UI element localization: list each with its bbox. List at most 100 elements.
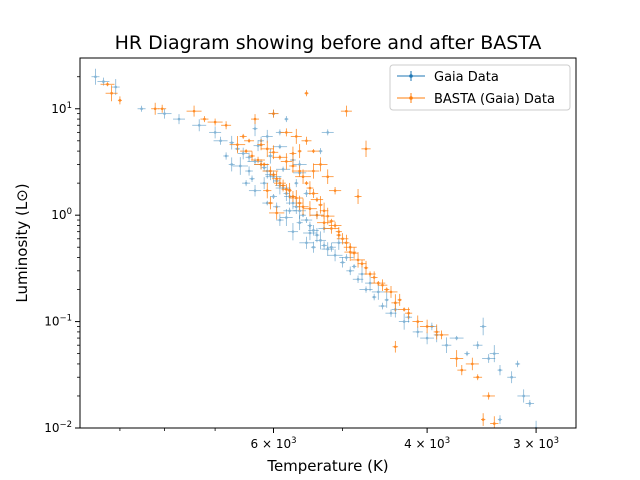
data-point (323, 223, 340, 234)
data-point (294, 179, 299, 188)
data-point (385, 309, 397, 317)
data-point (221, 121, 232, 130)
data-point (361, 140, 371, 158)
data-point (450, 350, 464, 367)
data-point (464, 351, 470, 357)
data-point (91, 68, 100, 85)
data-point (291, 165, 308, 177)
x-tick-label-exponent: 3 (554, 436, 559, 446)
data-point (186, 105, 202, 117)
x-tick-label-base: 10 (276, 437, 291, 451)
data-point (412, 315, 424, 328)
x-tick-label-times: × (258, 437, 276, 451)
data-point (308, 188, 319, 199)
data-point (296, 215, 303, 231)
data-point (262, 166, 279, 176)
x-tick-label-base: 10 (538, 437, 553, 451)
data-point (100, 82, 115, 87)
data-point (326, 242, 336, 252)
data-point (280, 153, 292, 170)
data-point (287, 182, 292, 199)
data-point (295, 169, 311, 184)
x-tick-label-exponent: 3 (445, 436, 450, 446)
data-point (363, 260, 369, 275)
series-gaia (91, 68, 539, 428)
y-tick-label: 101 (51, 101, 72, 116)
data-point (267, 196, 274, 210)
data-point (303, 225, 317, 241)
data-point (290, 128, 302, 144)
series-basta (100, 82, 499, 428)
data-point (213, 136, 228, 145)
data-point (247, 158, 263, 165)
data-point (327, 249, 343, 262)
data-point (352, 275, 364, 283)
y-tick-label-exponent: −1 (59, 314, 72, 324)
y-tick-label: 10−2 (44, 420, 72, 435)
y-tick-label: 10−1 (44, 314, 72, 329)
data-point (351, 252, 365, 268)
data-point (276, 214, 284, 226)
data-point (377, 279, 388, 291)
data-point (192, 119, 207, 132)
data-point (392, 340, 399, 353)
data-point (151, 102, 160, 115)
data-point (480, 413, 486, 426)
data-point (357, 259, 367, 268)
y-tick-label-exponent: 0 (67, 207, 72, 217)
data-point (200, 116, 209, 123)
data-point (371, 280, 386, 286)
legend-label: BASTA (Gaia) Data (434, 92, 555, 107)
data-point (309, 211, 324, 220)
data-point (344, 243, 357, 262)
data-point (371, 284, 385, 300)
data-point (472, 341, 483, 350)
x-tick-label-mantissa: 3 (513, 437, 521, 451)
data-point (490, 416, 499, 428)
data-point (317, 215, 332, 231)
data-point (229, 136, 246, 154)
data-point (370, 271, 378, 284)
y-tick-label-exponent: −2 (59, 420, 72, 430)
data-point (433, 324, 440, 340)
data-point (296, 195, 303, 211)
data-point (267, 148, 274, 164)
data-point (111, 79, 120, 96)
data-point (297, 198, 309, 215)
data-point (270, 172, 277, 178)
data-point (272, 144, 288, 150)
data-point (384, 286, 398, 298)
data-point (489, 345, 499, 363)
data-point (287, 222, 299, 241)
x-axis-label: Temperature (K) (266, 457, 388, 475)
data-point (260, 177, 269, 190)
data-point (251, 114, 260, 125)
x-tick-label: 3 × 103 (513, 436, 559, 451)
data-point (507, 371, 517, 384)
data-point (457, 365, 467, 376)
data-point (209, 126, 222, 139)
data-point (300, 217, 313, 223)
data-point (340, 105, 352, 117)
data-point (273, 178, 286, 189)
data-point (304, 181, 309, 186)
data-point (397, 293, 402, 306)
legend-entry: Gaia Data (397, 70, 499, 85)
data-point (268, 145, 279, 160)
data-point (346, 266, 355, 276)
legend-entry: BASTA (Gaia) Data (397, 92, 555, 107)
data-point (339, 254, 354, 261)
data-point (303, 189, 310, 198)
data-point (420, 331, 435, 345)
legend-box (389, 64, 571, 111)
data-point (239, 133, 247, 139)
data-point (257, 139, 265, 151)
x-axis: 6 × 103 4 × 103 3 × 103 (119, 428, 559, 451)
data-point (263, 182, 272, 199)
data-point (339, 257, 346, 268)
data-point (283, 207, 296, 214)
data-point (321, 129, 334, 136)
data-point (482, 392, 495, 400)
legend-label: Gaia Data (434, 70, 499, 85)
